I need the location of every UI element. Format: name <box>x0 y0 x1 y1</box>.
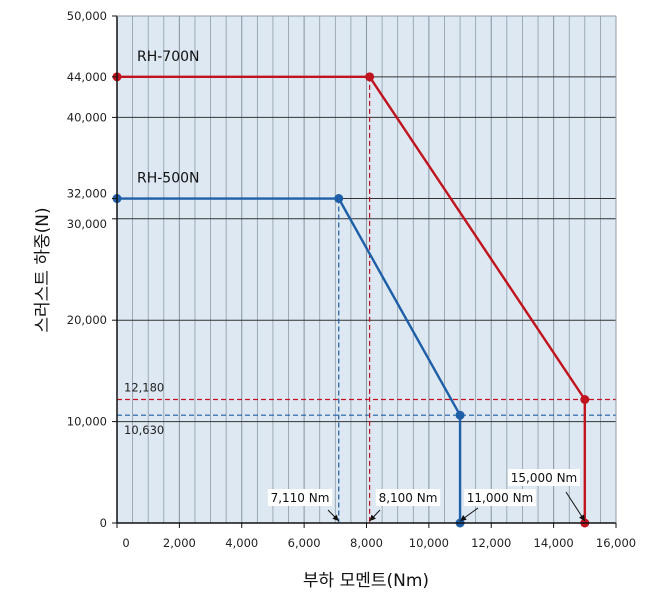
y-tick-label: 0 <box>100 516 107 530</box>
x-tick-label: 4,000 <box>225 536 258 550</box>
y-tick-label: 30,000 <box>67 217 107 231</box>
reference-label-12180: 12,180 <box>124 380 164 394</box>
y-tick-label: 50,000 <box>67 9 107 23</box>
x-tick-label: 2,000 <box>163 536 196 550</box>
arrow-head <box>369 514 376 521</box>
annotation-bg <box>375 489 441 506</box>
x-tick-label: 14,000 <box>534 536 574 550</box>
x-axis-title: 부하 모멘트(Nm) <box>303 571 429 591</box>
data-point <box>334 194 344 204</box>
x-tick-label: 6,000 <box>288 536 321 550</box>
annotation-bg <box>267 489 333 506</box>
data-point <box>365 72 375 82</box>
data-point <box>580 394 590 404</box>
x-tick-label: 0 <box>122 536 129 550</box>
arrow-head <box>579 514 585 521</box>
x-tick-label: 8,000 <box>350 536 383 550</box>
y-tick-label: 32,000 <box>67 187 107 201</box>
series-label-rh-500n: RH-500N <box>137 171 200 187</box>
y-tick-label: 40,000 <box>67 110 107 124</box>
series-line-rh-700n <box>117 75 587 523</box>
y-tick-label: 10,000 <box>67 415 107 429</box>
y-tick-label: 20,000 <box>67 313 107 327</box>
y-axis-title: 스러스트 하중(N) <box>33 207 53 332</box>
data-point <box>455 410 465 420</box>
reference-label-10630: 10,630 <box>124 423 164 437</box>
y-tick-label: 44,000 <box>67 70 107 84</box>
series-label-rh-700n: RH-700N <box>137 49 200 65</box>
x-tick-label: 16,000 <box>596 536 636 550</box>
x-tick-label: 12,000 <box>471 536 511 550</box>
annotation-bg <box>464 489 536 506</box>
annotation-label: 7,110 Nm <box>271 491 330 505</box>
annotation-bg <box>508 469 580 486</box>
x-tick-label: 10,000 <box>409 536 449 550</box>
arrow-head <box>460 515 467 521</box>
annotation-label: 8,100 Nm <box>379 491 438 505</box>
annotation-label: 15,000 Nm <box>511 471 577 485</box>
annotation-label: 11,000 Nm <box>467 491 533 505</box>
arrow-head <box>332 514 339 521</box>
series-line-rh-500n <box>117 197 462 523</box>
